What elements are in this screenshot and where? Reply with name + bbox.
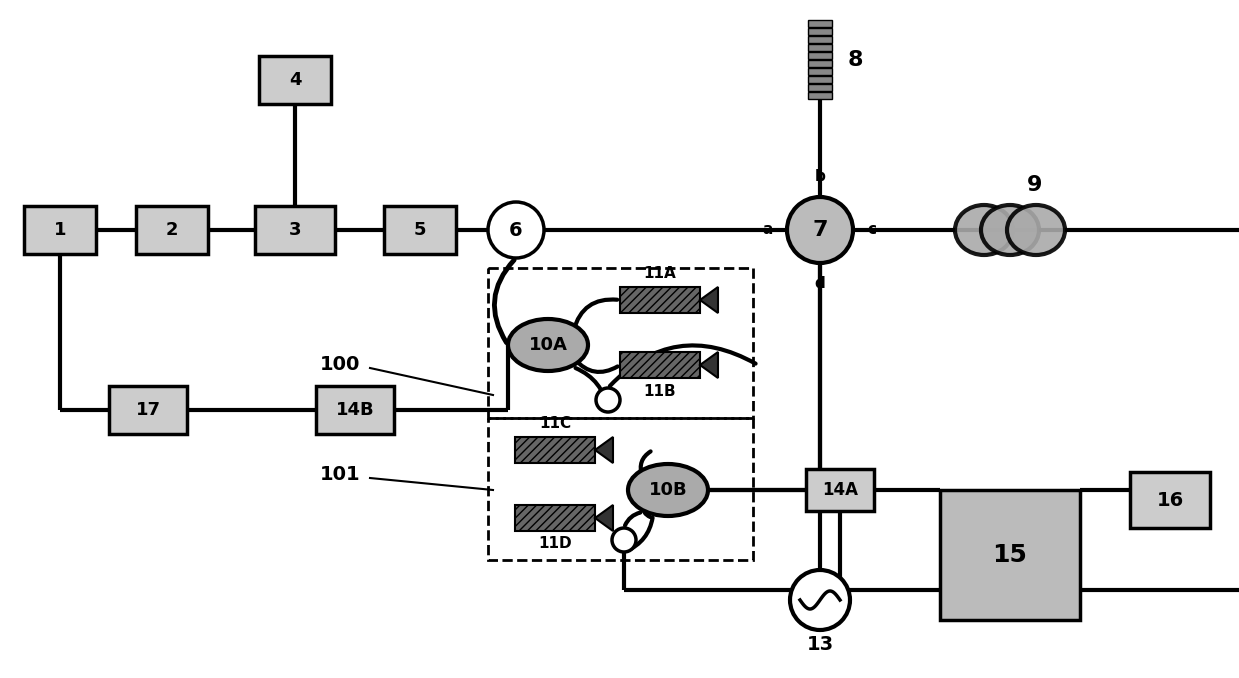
Text: 8: 8 bbox=[847, 50, 862, 70]
FancyBboxPatch shape bbox=[1130, 472, 1211, 528]
Circle shape bbox=[612, 528, 636, 552]
Text: 16: 16 bbox=[1156, 490, 1183, 509]
Text: c: c bbox=[867, 222, 876, 237]
Polygon shape bbox=[700, 287, 717, 313]
Text: 15: 15 bbox=[992, 543, 1027, 567]
Text: a: a bbox=[763, 222, 773, 237]
Polygon shape bbox=[700, 352, 717, 378]
Polygon shape bbox=[595, 505, 613, 531]
FancyBboxPatch shape bbox=[515, 437, 595, 463]
Ellipse shape bbox=[628, 464, 707, 516]
Text: 10A: 10A bbox=[529, 336, 567, 354]
FancyBboxPatch shape bbox=[255, 206, 335, 254]
FancyBboxPatch shape bbox=[515, 505, 595, 531]
FancyBboxPatch shape bbox=[620, 352, 700, 378]
Text: 5: 5 bbox=[414, 221, 426, 239]
FancyBboxPatch shape bbox=[316, 386, 394, 434]
Text: 11D: 11D bbox=[538, 536, 572, 551]
Text: 14A: 14A bbox=[821, 481, 857, 499]
FancyBboxPatch shape bbox=[620, 287, 700, 313]
Text: 12: 12 bbox=[612, 535, 637, 553]
Text: d: d bbox=[814, 276, 825, 291]
Text: 3: 3 bbox=[289, 221, 301, 239]
Circle shape bbox=[787, 197, 852, 263]
Circle shape bbox=[596, 388, 620, 412]
FancyBboxPatch shape bbox=[808, 28, 833, 35]
Text: 9: 9 bbox=[1027, 175, 1043, 195]
FancyBboxPatch shape bbox=[808, 52, 833, 59]
Text: 1: 1 bbox=[53, 221, 66, 239]
Text: 11B: 11B bbox=[644, 384, 676, 399]
FancyBboxPatch shape bbox=[807, 469, 873, 511]
FancyBboxPatch shape bbox=[808, 92, 833, 99]
Bar bbox=[488, 268, 753, 418]
Text: 4: 4 bbox=[289, 71, 301, 89]
FancyBboxPatch shape bbox=[136, 206, 208, 254]
Bar bbox=[488, 418, 753, 560]
Ellipse shape bbox=[955, 205, 1014, 255]
Text: 17: 17 bbox=[135, 401, 161, 419]
Ellipse shape bbox=[1007, 205, 1066, 255]
FancyBboxPatch shape bbox=[808, 60, 833, 67]
Text: 10B: 10B bbox=[649, 481, 688, 499]
Text: 11C: 11C bbox=[539, 416, 571, 431]
FancyBboxPatch shape bbox=[259, 56, 331, 104]
Text: 7: 7 bbox=[813, 220, 828, 240]
FancyBboxPatch shape bbox=[808, 20, 833, 27]
FancyBboxPatch shape bbox=[24, 206, 95, 254]
Text: 101: 101 bbox=[320, 466, 361, 485]
Text: 11A: 11A bbox=[643, 266, 676, 281]
FancyBboxPatch shape bbox=[109, 386, 187, 434]
Text: 100: 100 bbox=[320, 355, 361, 374]
Ellipse shape bbox=[981, 205, 1040, 255]
Polygon shape bbox=[595, 437, 613, 463]
Text: 13: 13 bbox=[807, 635, 834, 654]
Ellipse shape bbox=[508, 319, 589, 371]
Circle shape bbox=[790, 570, 850, 630]
Text: 14B: 14B bbox=[336, 401, 374, 419]
Text: 2: 2 bbox=[166, 221, 178, 239]
FancyBboxPatch shape bbox=[808, 44, 833, 51]
Circle shape bbox=[488, 202, 544, 258]
FancyBboxPatch shape bbox=[384, 206, 456, 254]
Text: 6: 6 bbox=[509, 220, 523, 239]
Text: b: b bbox=[814, 169, 825, 184]
FancyBboxPatch shape bbox=[808, 68, 833, 75]
FancyBboxPatch shape bbox=[808, 84, 833, 91]
FancyBboxPatch shape bbox=[808, 76, 833, 83]
FancyBboxPatch shape bbox=[940, 490, 1080, 620]
FancyBboxPatch shape bbox=[808, 36, 833, 43]
